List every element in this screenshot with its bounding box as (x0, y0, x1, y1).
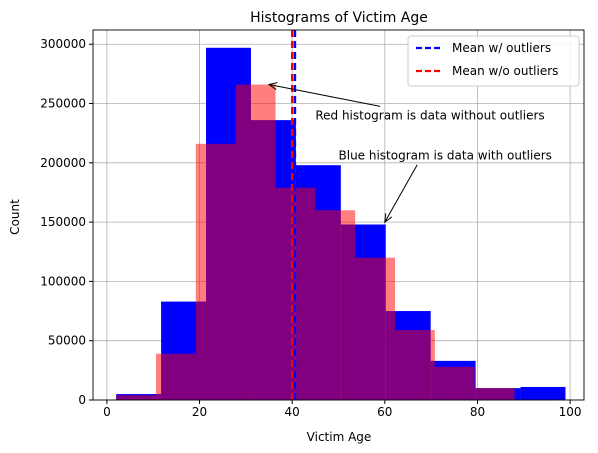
histogram-bar (235, 84, 276, 401)
y-tick-label: 50000 (48, 334, 86, 348)
y-axis-label: Count (8, 199, 22, 235)
histogram-bar (116, 395, 156, 400)
histogram-bar (155, 353, 196, 400)
y-tick-label: 250000 (40, 97, 86, 111)
y-tick-label: 300000 (40, 37, 86, 51)
chart-title: Histograms of Victim Age (250, 10, 428, 26)
histogram-bar (395, 330, 435, 400)
annotation-arrow-line (384, 164, 418, 223)
x-tick-label: 100 (559, 405, 582, 419)
x-tick-label: 40 (285, 405, 300, 419)
mean-lines (290, 30, 297, 400)
histogram-bar (315, 210, 356, 400)
annotation-text: Blue histogram is data with outliers (339, 149, 552, 163)
y-axis-ticks: 0 50000 100000 150000 200000 250000 300000 (40, 37, 93, 407)
plot-frame (92, 29, 585, 401)
x-axis-label: Victim Age (307, 430, 372, 444)
histogram-bar (434, 366, 475, 400)
annotation-arrow-head (384, 213, 393, 224)
histogram-bar (195, 143, 236, 400)
y-tick-label: 0 (78, 393, 86, 407)
x-axis-ticks: 0 20 40 60 80 100 (103, 400, 582, 419)
y-tick-label: 100000 (40, 274, 86, 288)
x-tick-label: 80 (470, 405, 485, 419)
y-tick-label: 150000 (40, 215, 86, 229)
histogram-bar (474, 388, 515, 400)
x-tick-label: 20 (192, 405, 207, 419)
y-tick-label: 200000 (40, 156, 86, 170)
histogram-bar (520, 386, 566, 400)
annotation-arrow-head (267, 82, 278, 90)
legend-label-mean-with-outliers: Mean w/ outliers (452, 41, 551, 55)
histogram-bar (355, 257, 396, 400)
x-tick-label: 0 (103, 405, 111, 419)
legend: Mean w/ outliers Mean w/o outliers (407, 35, 580, 87)
legend-box (407, 35, 580, 87)
annotation-arrow-line (268, 84, 381, 107)
annotation-text: Red histogram is data without outliers (315, 108, 544, 122)
x-tick-label: 60 (377, 405, 392, 419)
y-axis-label-group: Count (8, 199, 22, 235)
annotations: Red histogram is data without outliers Bl… (267, 82, 552, 224)
legend-label-mean-without-outliers: Mean w/o outliers (452, 64, 558, 78)
